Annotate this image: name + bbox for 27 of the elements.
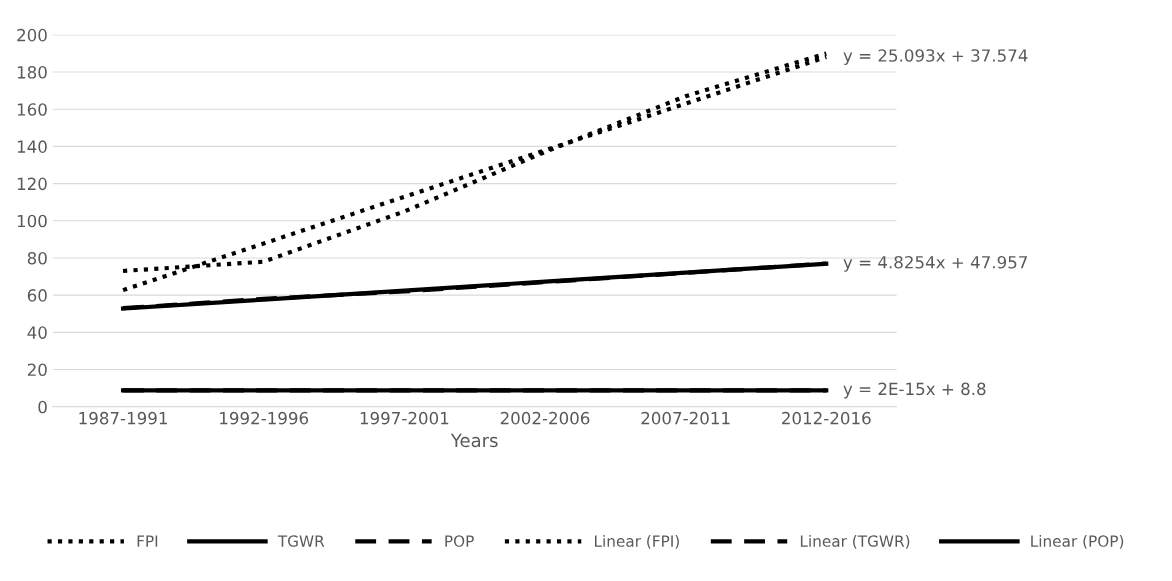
x-tick-label: 2012-2016 <box>782 411 871 425</box>
annotation: y = 2E-15x + 8.8 <box>843 382 986 399</box>
legend-label: Linear (POP) <box>1031 535 1124 549</box>
legend-label: POP <box>445 535 474 547</box>
legend-label: Linear (FPI) <box>595 535 679 549</box>
y-tick-label: 100 <box>17 214 47 228</box>
annotation: y = 4.8254x + 47.957 <box>843 255 1027 272</box>
y-tick-label: 180 <box>17 66 47 79</box>
x-tick-label: 1997-2001 <box>360 411 449 425</box>
legend-label: Linear (TGWR) <box>800 535 910 549</box>
x-tick-label: 2007-2011 <box>641 411 730 425</box>
y-tick-label: 140 <box>17 140 47 153</box>
annotation: y = 25.093x + 37.574 <box>843 49 1028 66</box>
y-tick-label: 40 <box>27 326 47 339</box>
y-tick-label: 60 <box>27 289 47 302</box>
x-tick-label: 2002-2006 <box>500 411 590 425</box>
y-tick-label: 120 <box>17 177 47 191</box>
x-tick-label: 1992-1996 <box>220 411 309 425</box>
x-tick-label: 1987-1991 <box>79 411 167 425</box>
y-tick-label: 0 <box>38 400 47 414</box>
legend-label: TGWR <box>277 535 325 547</box>
y-tick-label: 20 <box>27 363 47 377</box>
y-tick-label: 200 <box>17 28 47 42</box>
y-tick-label: 80 <box>27 251 47 265</box>
legend-label: FPI <box>137 535 158 547</box>
y-tick-label: 160 <box>17 103 47 116</box>
x-axis-title: Years <box>450 433 498 448</box>
